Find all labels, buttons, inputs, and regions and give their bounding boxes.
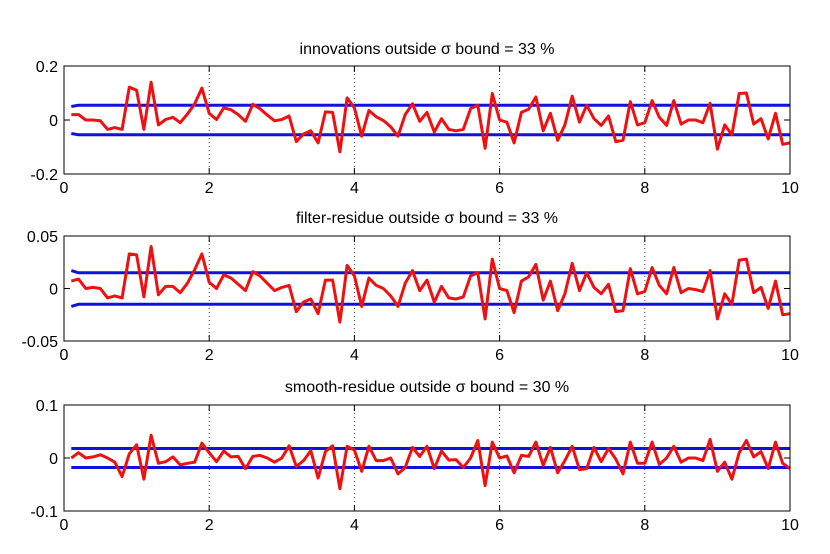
x-tick-label: 4	[350, 347, 359, 364]
x-tick-label: 10	[781, 180, 799, 197]
x-tick-label: 0	[60, 347, 69, 364]
y-tick-label: 0	[49, 113, 58, 130]
x-tick-label: 0	[60, 517, 69, 534]
x-tick-label: 6	[495, 517, 504, 534]
x-tick-label: 2	[205, 180, 214, 197]
x-tick-label: 2	[205, 347, 214, 364]
x-tick-label: 8	[640, 180, 649, 197]
x-tick-label: 8	[640, 347, 649, 364]
sigma-bound-lower-line	[70, 302, 790, 308]
residual-line	[70, 433, 791, 491]
y-tick-label: 0.2	[36, 59, 58, 76]
x-tick-label: 2	[205, 517, 214, 534]
residual-line	[70, 245, 791, 324]
plot-area	[64, 405, 790, 511]
y-tick-label: 0	[49, 451, 58, 468]
sigma-bound-upper-line	[71, 103, 790, 108]
x-tick-label: 4	[350, 180, 359, 197]
chart-title: innovations outside σ bound = 33 %	[300, 41, 555, 58]
y-tick-label: 0.1	[36, 398, 58, 415]
y-tick-label: -0.05	[22, 334, 59, 351]
chart-title: filter-residue outside σ bound = 33 %	[296, 210, 558, 227]
chart-title: smooth-residue outside σ bound = 30 %	[285, 379, 569, 396]
residual-line	[71, 80, 791, 154]
y-tick-label: 0.05	[27, 229, 58, 246]
y-tick-label: -0.2	[30, 167, 58, 184]
x-tick-label: 10	[781, 347, 799, 364]
y-tick-label: 0	[49, 282, 58, 299]
sigma-bound-lower-line	[71, 132, 790, 137]
y-tick-label: -0.1	[30, 504, 58, 521]
x-tick-label: 6	[495, 347, 504, 364]
x-tick-label: 4	[350, 517, 359, 534]
x-tick-label: 6	[495, 180, 504, 197]
x-tick-label: 10	[781, 517, 799, 534]
x-tick-label: 8	[640, 517, 649, 534]
x-tick-label: 0	[60, 180, 69, 197]
sigma-bound-upper-line	[70, 269, 790, 275]
